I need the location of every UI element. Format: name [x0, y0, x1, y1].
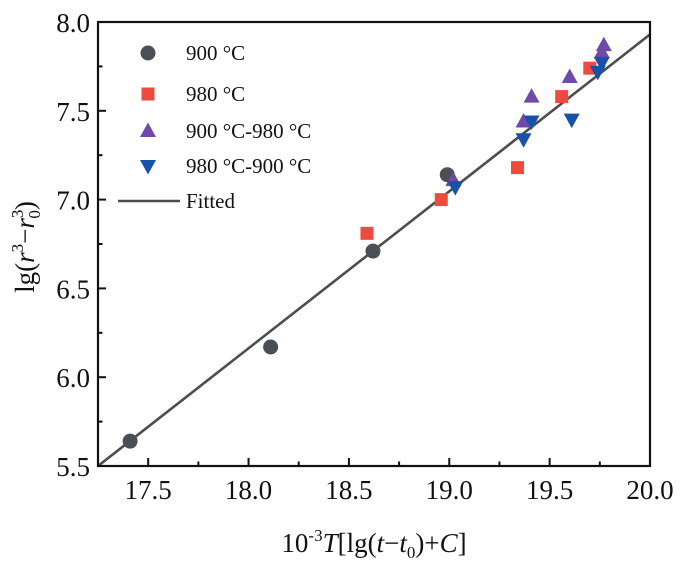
y-tick-label: 6.5	[56, 274, 90, 304]
data-point	[523, 115, 540, 130]
data-point	[595, 36, 612, 52]
data-point	[263, 339, 279, 355]
data-point	[122, 433, 138, 449]
x-tick-label: 17.5	[125, 475, 172, 505]
legend-marker-triangle-down	[140, 160, 156, 175]
legend-marker-square	[141, 87, 155, 101]
x-tick-label: 20.0	[626, 475, 673, 505]
data-point	[593, 56, 610, 72]
y-axis-title: lg(r3−r30)	[8, 201, 44, 293]
legend-item-980-c-900-c: 980 °C-900 °C	[140, 154, 311, 178]
y-tick-label: 6.0	[56, 363, 90, 393]
data-points-layer	[122, 36, 612, 449]
y-tick-label: 5.5	[56, 452, 90, 482]
legend-item-900-c: 900 °C	[140, 41, 245, 65]
data-point	[365, 243, 381, 259]
x-axis-title: 10-3T[lg(t−t0)+C]	[281, 526, 466, 562]
x-tick-label: 19.5	[526, 475, 573, 505]
y-tick-label: 8.0	[56, 8, 90, 38]
data-point	[523, 88, 540, 103]
data-point	[563, 113, 580, 129]
legend-label: 900 °C	[186, 41, 245, 65]
axes	[96, 20, 652, 468]
legend: 900 °C 980 °C 900 °C-980 °C 980 °C-900 °C Fi…	[118, 41, 311, 213]
data-point	[515, 133, 532, 148]
x-tick-label: 19.0	[426, 475, 473, 505]
series-980-c	[360, 61, 597, 240]
data-point	[511, 161, 525, 175]
legend-item-fitted: Fitted	[118, 189, 236, 213]
data-point	[515, 112, 532, 128]
legend-item-980-c: 980 °C	[141, 82, 245, 106]
series-900-c-980-c	[445, 36, 612, 187]
y-tick-label: 7.5	[56, 97, 90, 127]
x-tick-label: 18.0	[225, 475, 272, 505]
data-point	[434, 193, 448, 207]
legend-label: 980 °C	[186, 82, 245, 106]
data-point	[447, 181, 464, 196]
series-980-c-900-c	[447, 56, 610, 196]
legend-label: 980 °C-900 °C	[186, 154, 311, 178]
series-900-c	[122, 167, 455, 449]
tick-labels: 17.5 18.0 18.5 19.0 19.5 20.0 5.5 6.0 6.5 7.0 7.5 8…	[56, 8, 673, 505]
legend-label: Fitted	[186, 189, 236, 213]
data-point	[360, 226, 374, 240]
x-tick-label: 18.5	[325, 475, 372, 505]
data-point	[561, 68, 578, 84]
legend-marker-triangle-up	[140, 122, 156, 137]
y-tick-label: 7.0	[56, 186, 90, 216]
data-point	[555, 90, 569, 104]
legend-label: 900 °C-980 °C	[186, 119, 311, 143]
legend-marker-circle	[140, 45, 156, 61]
legend-item-900-c-980-c: 900 °C-980 °C	[140, 119, 311, 143]
